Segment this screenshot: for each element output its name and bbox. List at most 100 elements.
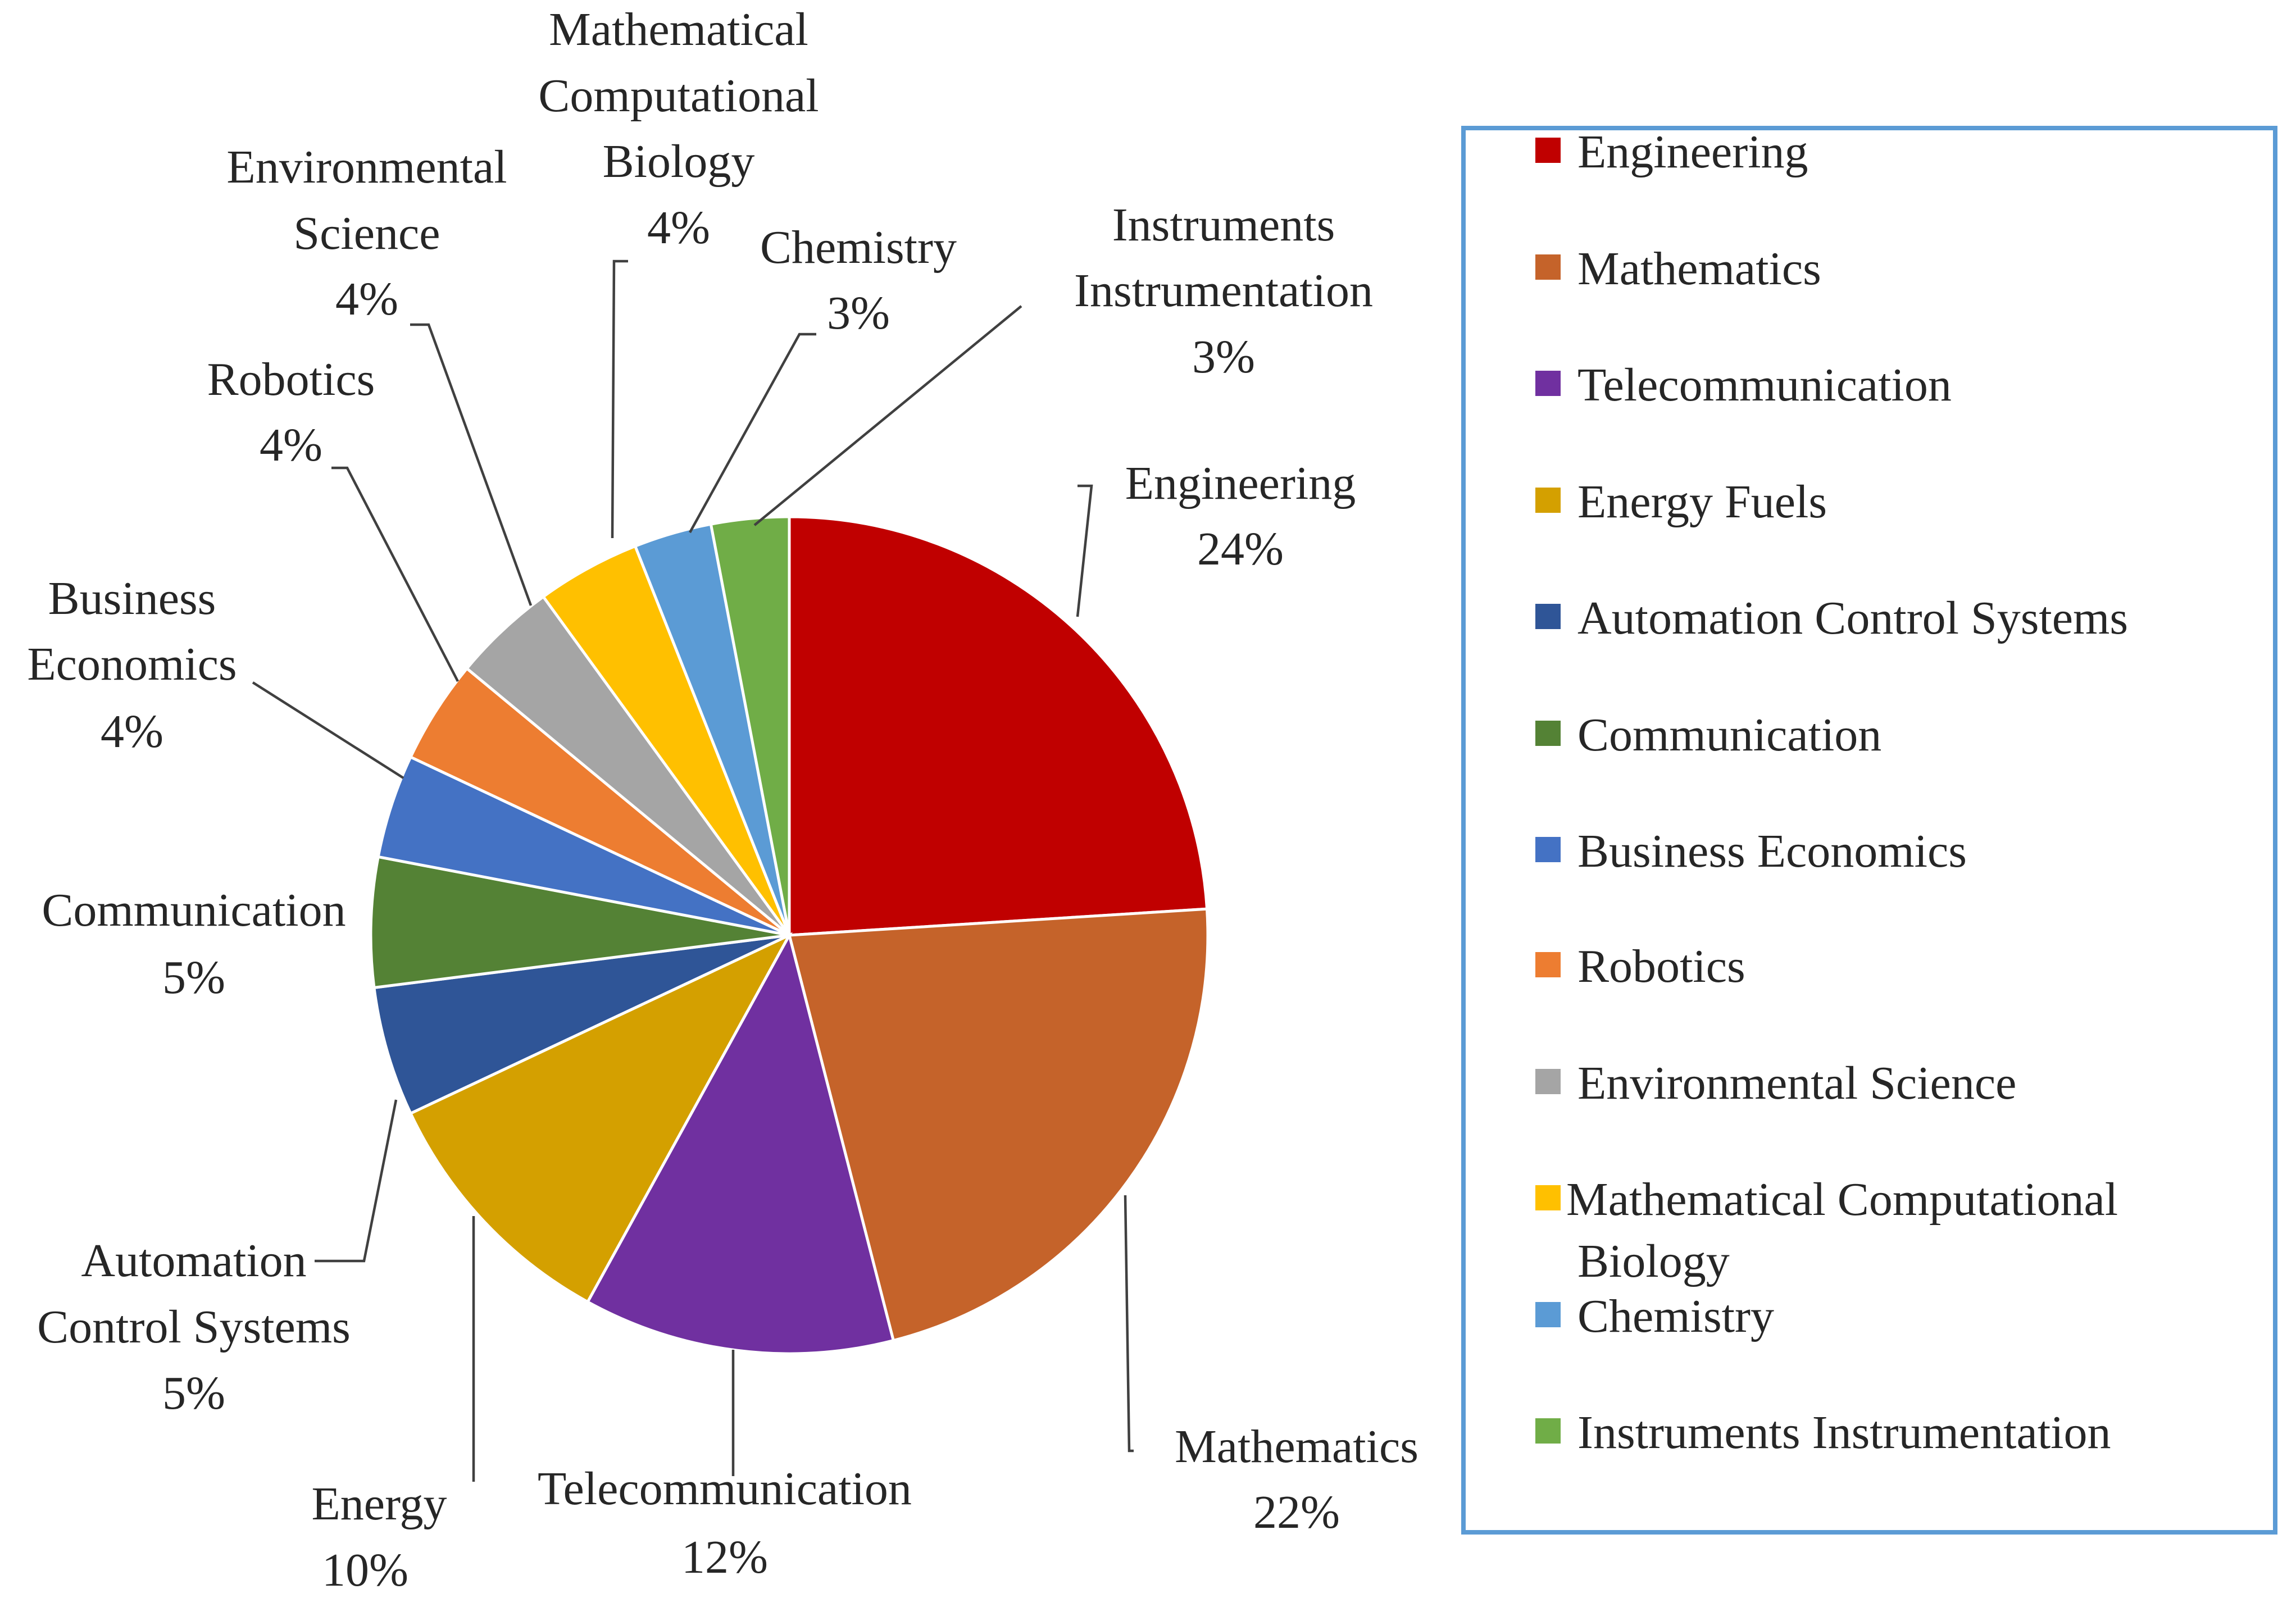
slice-business-economics bbox=[376, 755, 790, 937]
label-name-energy-fuels: Energy bbox=[311, 1478, 447, 1530]
legend-box bbox=[1461, 126, 2277, 1535]
label-name-environmental-science: Science bbox=[293, 207, 440, 259]
legend-swatch bbox=[1535, 138, 1561, 163]
label-business-economics: Business Economics 4% bbox=[27, 572, 237, 758]
legend-label: Engineering bbox=[1577, 126, 1808, 178]
legend-swatch bbox=[1535, 371, 1561, 396]
leader-line bbox=[331, 466, 459, 682]
label-name-automation-control-systems: Automation bbox=[81, 1235, 306, 1287]
legend-label: Chemistry bbox=[1577, 1290, 1774, 1342]
label-robotics: Robotics 4% bbox=[207, 353, 375, 471]
legend-item-business-economics: Business Economics bbox=[1535, 825, 1967, 877]
slice-instruments-instrumentation bbox=[709, 515, 791, 936]
label-name-business-economics: Business bbox=[48, 572, 216, 625]
label-value-energy-fuels: 10% bbox=[322, 1544, 408, 1596]
label-chemistry: Chemistry 3% bbox=[760, 221, 957, 339]
legend-item-robotics: Robotics bbox=[1535, 940, 1745, 993]
label-name-mathematics: Mathematics bbox=[1175, 1421, 1418, 1473]
label-value-telecommunication: 12% bbox=[681, 1531, 768, 1583]
legend-swatch bbox=[1535, 1302, 1561, 1327]
pie-slices bbox=[369, 515, 1210, 1355]
label-engineering: Engineering 24% bbox=[1125, 457, 1356, 575]
label-value-chemistry: 3% bbox=[827, 287, 890, 339]
label-name-chemistry: Chemistry bbox=[760, 221, 957, 274]
leader-lines bbox=[252, 259, 1134, 1482]
legend-swatch bbox=[1535, 1069, 1561, 1094]
label-value-robotics: 4% bbox=[260, 419, 322, 471]
legend-swatch bbox=[1535, 1418, 1561, 1444]
legend-swatch bbox=[1535, 721, 1561, 746]
legend-label: Business Economics bbox=[1577, 825, 1967, 877]
label-mathematical-computational-biology: Mathematical Computational Biology 4% bbox=[538, 3, 819, 254]
leader-line bbox=[1124, 1195, 1134, 1453]
label-telecommunication: Telecommunication 12% bbox=[538, 1463, 912, 1583]
legend-label: Mathematical Computational bbox=[1566, 1173, 2118, 1226]
legend-label: Telecommunication bbox=[1577, 359, 1952, 411]
label-name-mathematical-computational-biology: Mathematical bbox=[549, 3, 808, 56]
label-name-automation-control-systems: Control Systems bbox=[37, 1301, 351, 1353]
leader-line bbox=[753, 305, 1022, 526]
legend-item-environmental-science: Environmental Science bbox=[1535, 1057, 2016, 1109]
label-name-telecommunication: Telecommunication bbox=[538, 1463, 912, 1515]
legend-item-mathematics: Mathematics bbox=[1535, 243, 1821, 295]
legend-item-communication: Communication bbox=[1535, 709, 1881, 761]
legend-swatch bbox=[1535, 952, 1561, 977]
slice-mathematics bbox=[787, 907, 1210, 1342]
legend-swatch bbox=[1535, 254, 1561, 280]
legend-item-engineering: Engineering bbox=[1535, 126, 1808, 178]
legend-label: Mathematics bbox=[1577, 243, 1821, 295]
legend-item-instruments-instrumentation: Instruments Instrumentation bbox=[1535, 1406, 2111, 1459]
label-value-mathematical-computational-biology: 4% bbox=[647, 202, 710, 254]
leader-line bbox=[315, 1099, 398, 1263]
label-value-engineering: 24% bbox=[1197, 523, 1284, 575]
slice-communication bbox=[369, 855, 790, 990]
label-name-instruments-instrumentation: Instrumentation bbox=[1074, 265, 1373, 317]
slice-energy-fuels bbox=[408, 932, 793, 1304]
label-communication: Communication 5% bbox=[42, 884, 345, 1004]
legend-label: Communication bbox=[1577, 709, 1881, 761]
leader-line bbox=[611, 259, 628, 539]
legend-swatch bbox=[1535, 1185, 1561, 1210]
leader-line bbox=[1076, 484, 1093, 617]
data-labels: Engineering 24% Mathematics 22% Telecommunic… bbox=[27, 3, 1418, 1596]
leader-line bbox=[689, 333, 816, 534]
label-instruments-instrumentation: Instruments Instrumentation 3% bbox=[1074, 199, 1373, 383]
legend-label: Biology bbox=[1577, 1235, 1730, 1287]
legend-item-automation-control-systems: Automation Control Systems bbox=[1535, 592, 2128, 644]
legend-item-telecommunication: Telecommunication bbox=[1535, 359, 1952, 411]
slice-mathematical-computational-biology bbox=[541, 544, 791, 936]
legend-item-chemistry: Chemistry bbox=[1535, 1290, 1774, 1342]
legend-item-mathematical-computational-biology: Mathematical Computational Biology bbox=[1535, 1173, 2118, 1287]
label-value-mathematics: 22% bbox=[1253, 1486, 1340, 1538]
legend-swatch bbox=[1535, 837, 1561, 862]
label-name-communication: Communication bbox=[42, 884, 345, 936]
label-value-instruments-instrumentation: 3% bbox=[1192, 331, 1255, 383]
legend-label: Environmental Science bbox=[1577, 1057, 2016, 1109]
label-value-automation-control-systems: 5% bbox=[162, 1367, 225, 1419]
label-name-engineering: Engineering bbox=[1125, 457, 1356, 509]
label-name-robotics: Robotics bbox=[207, 353, 375, 406]
slice-engineering bbox=[788, 515, 1209, 937]
label-environmental-science: Environmental Science 4% bbox=[226, 141, 507, 325]
label-value-environmental-science: 4% bbox=[335, 273, 398, 325]
label-value-communication: 5% bbox=[162, 951, 225, 1004]
slice-automation-control-systems bbox=[372, 934, 790, 1116]
label-value-business-economics: 4% bbox=[101, 705, 163, 758]
slice-telecommunication bbox=[585, 931, 895, 1355]
label-automation-control-systems: Automation Control Systems 5% bbox=[37, 1235, 351, 1419]
slice-robotics bbox=[408, 666, 790, 937]
legend: Engineering Mathematics Telecommunication E… bbox=[1535, 126, 2128, 1459]
legend-label: Energy Fuels bbox=[1577, 476, 1827, 528]
legend-item-energy-fuels: Energy Fuels bbox=[1535, 476, 1827, 528]
label-name-business-economics: Economics bbox=[27, 638, 237, 690]
legend-swatch bbox=[1535, 488, 1561, 513]
leader-line bbox=[252, 681, 404, 779]
legend-label: Instruments Instrumentation bbox=[1577, 1406, 2111, 1459]
label-name-mathematical-computational-biology: Biology bbox=[603, 135, 755, 188]
slice-environmental-science bbox=[465, 594, 791, 936]
label-name-instruments-instrumentation: Instruments bbox=[1112, 199, 1335, 251]
legend-label: Automation Control Systems bbox=[1577, 592, 2128, 644]
label-name-mathematical-computational-biology: Computational bbox=[538, 70, 819, 122]
legend-swatch bbox=[1535, 604, 1561, 629]
label-energy-fuels: Energy 10% bbox=[311, 1478, 447, 1596]
